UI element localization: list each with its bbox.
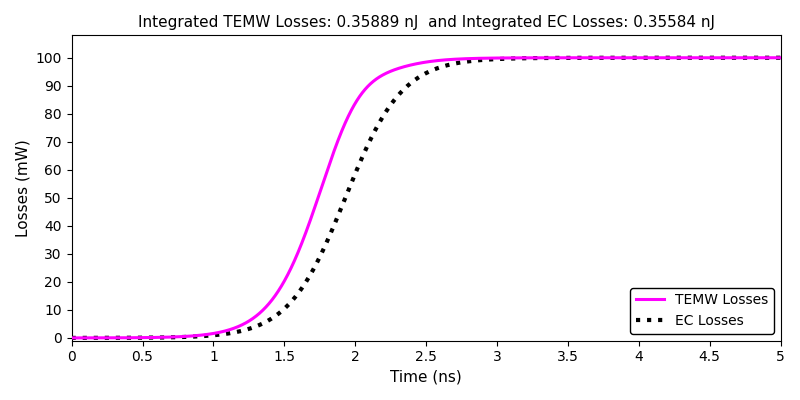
Line: TEMW Losses: TEMW Losses <box>72 58 781 338</box>
TEMW Losses <box>196 333 206 338</box>
EC Losses <box>776 55 786 60</box>
TEMW Losses <box>650 55 659 60</box>
X-axis label: Time (ns): Time (ns) <box>390 370 462 385</box>
TEMW Losses <box>776 55 786 60</box>
EC Losses <box>528 56 538 60</box>
EC Losses <box>596 55 606 60</box>
TEMW Losses <box>338 127 347 132</box>
TEMW Losses <box>67 336 77 340</box>
TEMW Losses <box>528 56 538 60</box>
EC Losses <box>196 334 206 339</box>
EC Losses <box>67 336 77 340</box>
Y-axis label: Losses (mW): Losses (mW) <box>15 139 30 237</box>
TEMW Losses <box>492 56 502 60</box>
EC Losses <box>492 57 502 62</box>
Title: Integrated TEMW Losses: 0.35889 nJ  and Integrated EC Losses: 0.35584 nJ: Integrated TEMW Losses: 0.35889 nJ and I… <box>138 15 714 30</box>
EC Losses <box>338 202 347 207</box>
Line: EC Losses: EC Losses <box>72 58 781 338</box>
TEMW Losses <box>596 55 606 60</box>
Legend: TEMW Losses, EC Losses: TEMW Losses, EC Losses <box>630 288 774 334</box>
EC Losses <box>650 55 659 60</box>
